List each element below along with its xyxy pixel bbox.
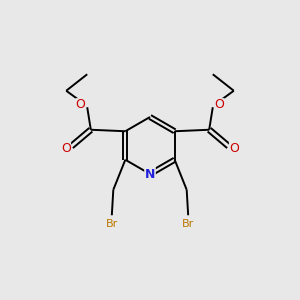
Text: N: N [145,167,155,181]
Text: Br: Br [106,219,118,229]
Text: O: O [61,142,71,155]
Text: O: O [76,98,85,111]
Text: O: O [214,98,224,111]
Text: O: O [229,142,239,155]
Text: Br: Br [182,219,194,229]
